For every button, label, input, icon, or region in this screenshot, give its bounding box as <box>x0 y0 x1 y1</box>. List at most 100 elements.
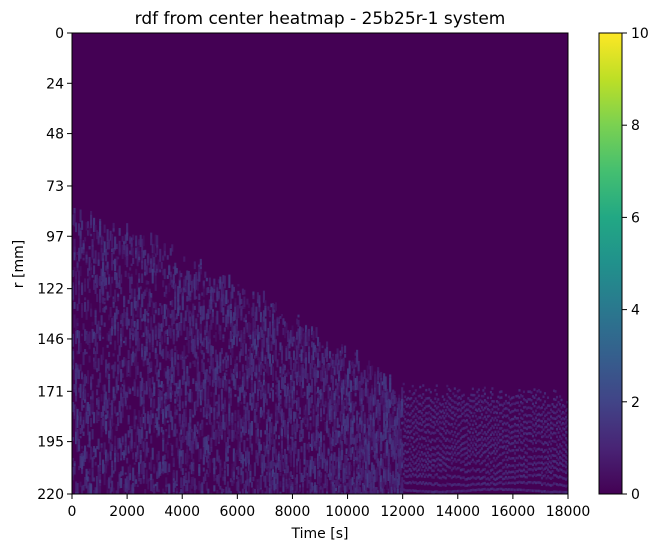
heatmap-cell <box>429 440 432 444</box>
heatmap-cell <box>425 405 428 408</box>
heatmap-cell <box>132 482 135 492</box>
heatmap-cell <box>166 374 169 387</box>
heatmap-cell <box>109 487 112 494</box>
heatmap-cell <box>327 385 330 398</box>
heatmap-cell <box>398 460 401 473</box>
heatmap-cell <box>241 426 244 433</box>
heatmap-cell <box>123 300 126 304</box>
heatmap-cell <box>377 428 380 442</box>
heatmap-cell <box>138 428 141 443</box>
heatmap-cell <box>402 408 405 411</box>
heatmap-cell <box>85 331 88 335</box>
heatmap-cell <box>238 443 241 456</box>
heatmap-cell <box>141 293 144 308</box>
heatmap-cell <box>419 416 422 419</box>
heatmap-cell <box>97 399 100 410</box>
heatmap-cell <box>186 282 189 294</box>
heatmap-cell <box>96 293 99 303</box>
heatmap-cell <box>123 450 126 459</box>
heatmap-cell <box>175 334 178 342</box>
heatmap-cell <box>225 369 228 373</box>
heatmap-cell <box>362 449 365 456</box>
heatmap-cell <box>292 464 296 479</box>
heatmap-cell <box>109 402 112 406</box>
heatmap-cell <box>456 424 459 427</box>
heatmap-cell <box>120 320 123 325</box>
heatmap-cell <box>485 463 488 467</box>
heatmap-cell <box>420 490 423 493</box>
heatmap-cell <box>383 478 386 485</box>
heatmap-cell <box>359 454 362 462</box>
heatmap-cell <box>135 300 138 311</box>
heatmap-cell <box>426 397 429 400</box>
heatmap-cell <box>235 449 238 456</box>
heatmap-cell <box>419 402 422 406</box>
heatmap-cell <box>298 484 302 492</box>
heatmap-cell <box>486 407 489 411</box>
heatmap-cell <box>85 334 88 344</box>
heatmap-cell <box>359 478 362 485</box>
heatmap-cell <box>416 414 419 418</box>
heatmap-cell <box>259 329 262 336</box>
heatmap-cell <box>407 469 410 473</box>
heatmap-cell <box>327 364 330 371</box>
heatmap-cell <box>327 473 330 478</box>
heatmap-cell <box>501 436 504 439</box>
heatmap-cell <box>417 463 420 466</box>
heatmap-cell <box>429 474 432 477</box>
heatmap-cell <box>390 450 393 457</box>
heatmap-cell <box>172 469 175 479</box>
heatmap-cell <box>437 398 440 401</box>
heatmap-cell <box>426 423 429 426</box>
heatmap-cell <box>277 435 281 440</box>
heatmap-cell <box>374 385 377 392</box>
heatmap-cell <box>129 267 132 271</box>
heatmap-cell <box>117 294 120 297</box>
heatmap-cell <box>297 349 300 361</box>
heatmap-cell <box>344 345 347 353</box>
heatmap-cell <box>295 361 299 364</box>
heatmap-cell <box>99 463 102 472</box>
heatmap-cell <box>180 489 183 494</box>
heatmap-cell <box>271 446 275 462</box>
heatmap-cell <box>345 382 348 388</box>
heatmap-cell <box>121 360 124 368</box>
heatmap-cell <box>229 303 232 309</box>
heatmap-cell <box>192 442 195 454</box>
heatmap-cell <box>237 290 240 296</box>
heatmap-cell <box>459 476 462 480</box>
heatmap-cell <box>501 423 504 426</box>
heatmap-cell <box>219 378 222 388</box>
heatmap-cell <box>190 440 193 454</box>
heatmap-cell <box>444 414 447 418</box>
heatmap-cell <box>184 356 187 359</box>
heatmap-cell <box>431 469 434 472</box>
heatmap-cell <box>183 357 186 371</box>
heatmap-cell <box>465 489 468 493</box>
heatmap-cell <box>447 439 450 442</box>
heatmap-cell <box>449 446 452 450</box>
heatmap-cell <box>471 431 474 435</box>
heatmap-cell <box>192 469 195 475</box>
heatmap-cell <box>289 447 293 455</box>
heatmap-cell <box>312 367 315 378</box>
heatmap-cell <box>383 466 386 471</box>
heatmap-cell <box>205 336 208 350</box>
heatmap-cell <box>208 307 211 314</box>
heatmap-cell <box>166 387 169 400</box>
heatmap-cell <box>371 420 374 430</box>
heatmap-cell <box>323 356 326 371</box>
heatmap-cell <box>163 304 166 319</box>
heatmap-cell <box>151 244 154 254</box>
heatmap-cell <box>338 359 341 366</box>
heatmap-cell <box>169 415 172 418</box>
heatmap-cell <box>393 437 396 450</box>
heatmap-cell <box>417 410 420 413</box>
heatmap-cell <box>274 392 278 395</box>
heatmap-cell <box>234 434 237 439</box>
heatmap-cell <box>395 418 398 426</box>
heatmap-cell <box>207 358 210 363</box>
heatmap-cell <box>417 489 420 493</box>
heatmap-cell <box>416 469 419 473</box>
